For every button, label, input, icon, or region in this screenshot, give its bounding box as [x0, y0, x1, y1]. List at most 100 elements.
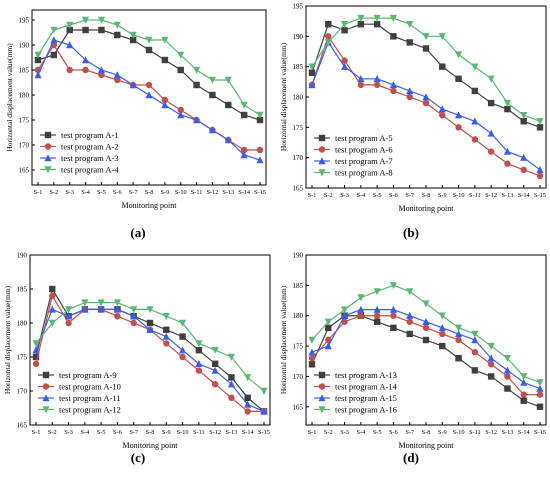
panel-label: (c) — [131, 450, 145, 465]
data-point — [192, 66, 201, 74]
data-point — [536, 384, 544, 392]
data-point — [244, 394, 251, 401]
legend-entry: test program A-4 — [61, 165, 119, 175]
x-tick-label: S-12 — [209, 429, 221, 436]
x-tick-label: S-4 — [356, 429, 366, 436]
x-tick-label: S-14 — [518, 192, 531, 199]
x-tick-label: S-14 — [242, 429, 255, 436]
data-point — [340, 311, 349, 319]
x-tick-label: S-13 — [222, 189, 234, 196]
series-4 — [308, 14, 544, 126]
data-point — [32, 346, 40, 354]
series-3 — [32, 305, 268, 415]
x-tick-label: S-1 — [32, 429, 41, 436]
x-tick-label: S-6 — [389, 429, 398, 436]
x-tick-label: S-12 — [485, 192, 497, 199]
data-point — [520, 397, 527, 404]
data-point — [179, 333, 186, 340]
x-axis-label: Monitoring point — [122, 201, 178, 210]
data-point — [341, 27, 348, 34]
data-point — [536, 391, 544, 398]
legend-entry: test program A-8 — [335, 168, 393, 178]
legend-marker — [44, 154, 52, 162]
data-point — [161, 36, 169, 44]
data-point — [389, 305, 398, 313]
data-point — [341, 57, 348, 64]
data-point — [438, 312, 446, 320]
legend-marker — [318, 134, 326, 142]
legend-marker — [318, 169, 326, 177]
data-point — [406, 87, 414, 95]
data-point — [145, 81, 153, 89]
data-point — [325, 21, 332, 28]
data-point — [113, 21, 121, 29]
data-point — [520, 112, 528, 119]
legend-marker — [318, 371, 326, 379]
data-point — [97, 66, 106, 74]
data-point — [422, 99, 430, 107]
data-point — [471, 63, 479, 71]
series-3 — [308, 305, 544, 392]
data-point — [209, 91, 216, 99]
data-point — [536, 403, 544, 410]
data-point — [520, 166, 527, 173]
data-point — [487, 354, 495, 362]
data-point — [520, 118, 527, 125]
data-point — [357, 81, 365, 89]
x-tick-label: S-2 — [48, 429, 57, 436]
data-point — [536, 124, 544, 131]
data-point — [129, 36, 137, 44]
data-point — [308, 361, 316, 368]
data-point — [113, 305, 122, 313]
data-point — [536, 172, 544, 180]
data-point — [357, 305, 365, 313]
y-tick-label: 170 — [17, 388, 28, 396]
data-point — [487, 148, 495, 155]
data-point — [471, 336, 479, 344]
data-point — [162, 332, 170, 340]
legend-entry: test program A-6 — [335, 145, 393, 155]
legend-marker — [318, 157, 326, 165]
x-axis-label: Monitoring point — [399, 204, 455, 213]
data-point — [81, 16, 90, 24]
series-2 — [308, 312, 544, 398]
data-point — [240, 146, 248, 154]
data-point — [422, 324, 430, 332]
data-point — [536, 166, 544, 173]
data-point — [66, 21, 74, 29]
data-point — [163, 326, 170, 333]
data-point — [422, 300, 430, 308]
y-tick-label: 165 — [293, 403, 304, 411]
data-point — [97, 305, 105, 313]
data-point — [536, 379, 544, 387]
data-point — [308, 348, 316, 356]
data-point — [373, 312, 381, 319]
data-point — [325, 324, 332, 332]
x-tick-label: S-1 — [308, 192, 317, 199]
data-point — [454, 111, 463, 119]
x-tick-label: S-7 — [129, 429, 138, 436]
data-point — [389, 14, 398, 22]
data-point — [406, 93, 413, 101]
x-tick-label: S-3 — [65, 189, 74, 196]
data-point — [81, 299, 89, 307]
y-tick-label: 175 — [293, 343, 304, 351]
data-point — [208, 126, 217, 134]
data-point — [34, 56, 42, 64]
legend-entry: test program A-7 — [335, 156, 393, 166]
y-tick-label: 195 — [19, 17, 30, 25]
data-point — [240, 111, 248, 119]
data-point — [438, 33, 446, 41]
x-tick-label: S-4 — [356, 192, 366, 199]
y-tick-label: 185 — [293, 282, 304, 290]
data-point — [406, 288, 414, 296]
legend-marker — [318, 146, 326, 153]
data-point — [308, 63, 316, 71]
data-point — [422, 317, 430, 325]
data-point — [32, 360, 40, 367]
data-point — [228, 394, 235, 401]
data-point — [471, 136, 479, 143]
data-point — [129, 81, 137, 89]
y-tick-label: 195 — [293, 3, 304, 11]
